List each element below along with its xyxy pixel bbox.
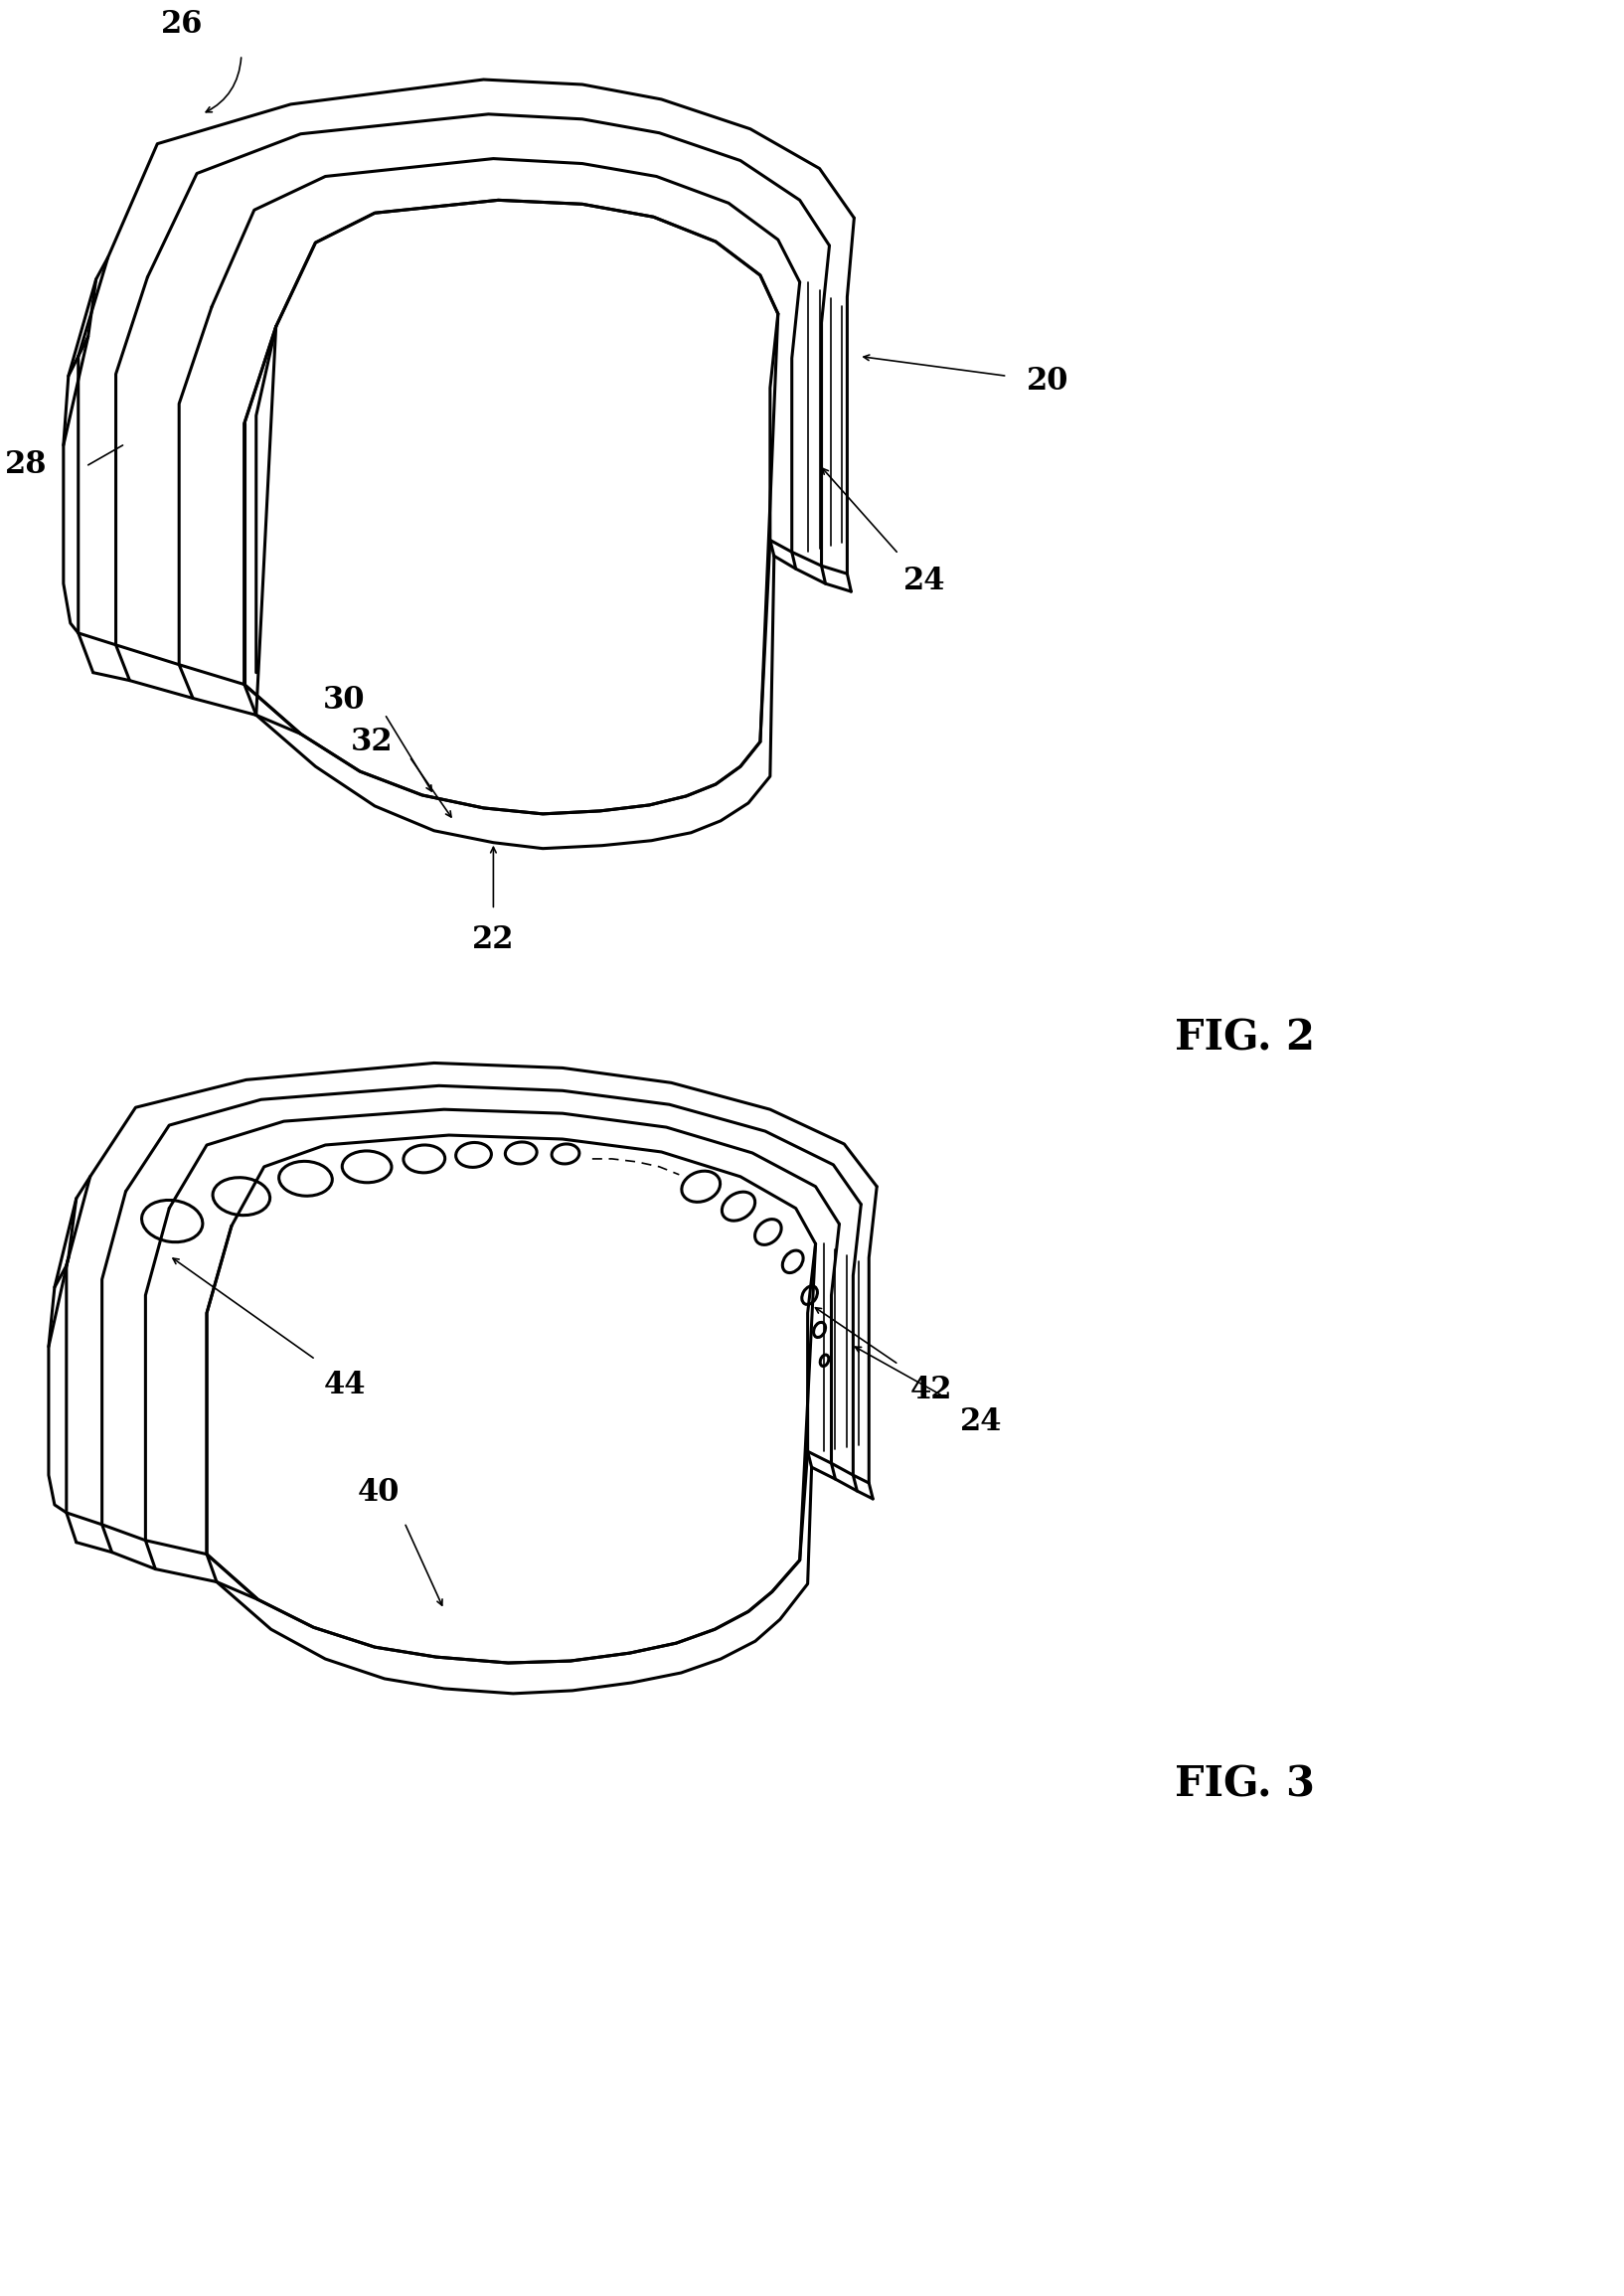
Text: 40: 40 <box>357 1476 400 1508</box>
Text: 26: 26 <box>161 9 203 39</box>
Text: 28: 28 <box>5 450 47 480</box>
Text: 32: 32 <box>351 726 393 758</box>
Text: 24: 24 <box>903 565 945 597</box>
Text: FIG. 3: FIG. 3 <box>1174 1763 1314 1805</box>
Text: 42: 42 <box>911 1375 953 1405</box>
Text: 22: 22 <box>473 925 515 955</box>
Text: 30: 30 <box>323 684 365 716</box>
Text: FIG. 2: FIG. 2 <box>1174 1017 1314 1058</box>
Text: 24: 24 <box>960 1405 1002 1437</box>
Text: 20: 20 <box>1026 365 1069 397</box>
Text: 44: 44 <box>323 1368 365 1401</box>
